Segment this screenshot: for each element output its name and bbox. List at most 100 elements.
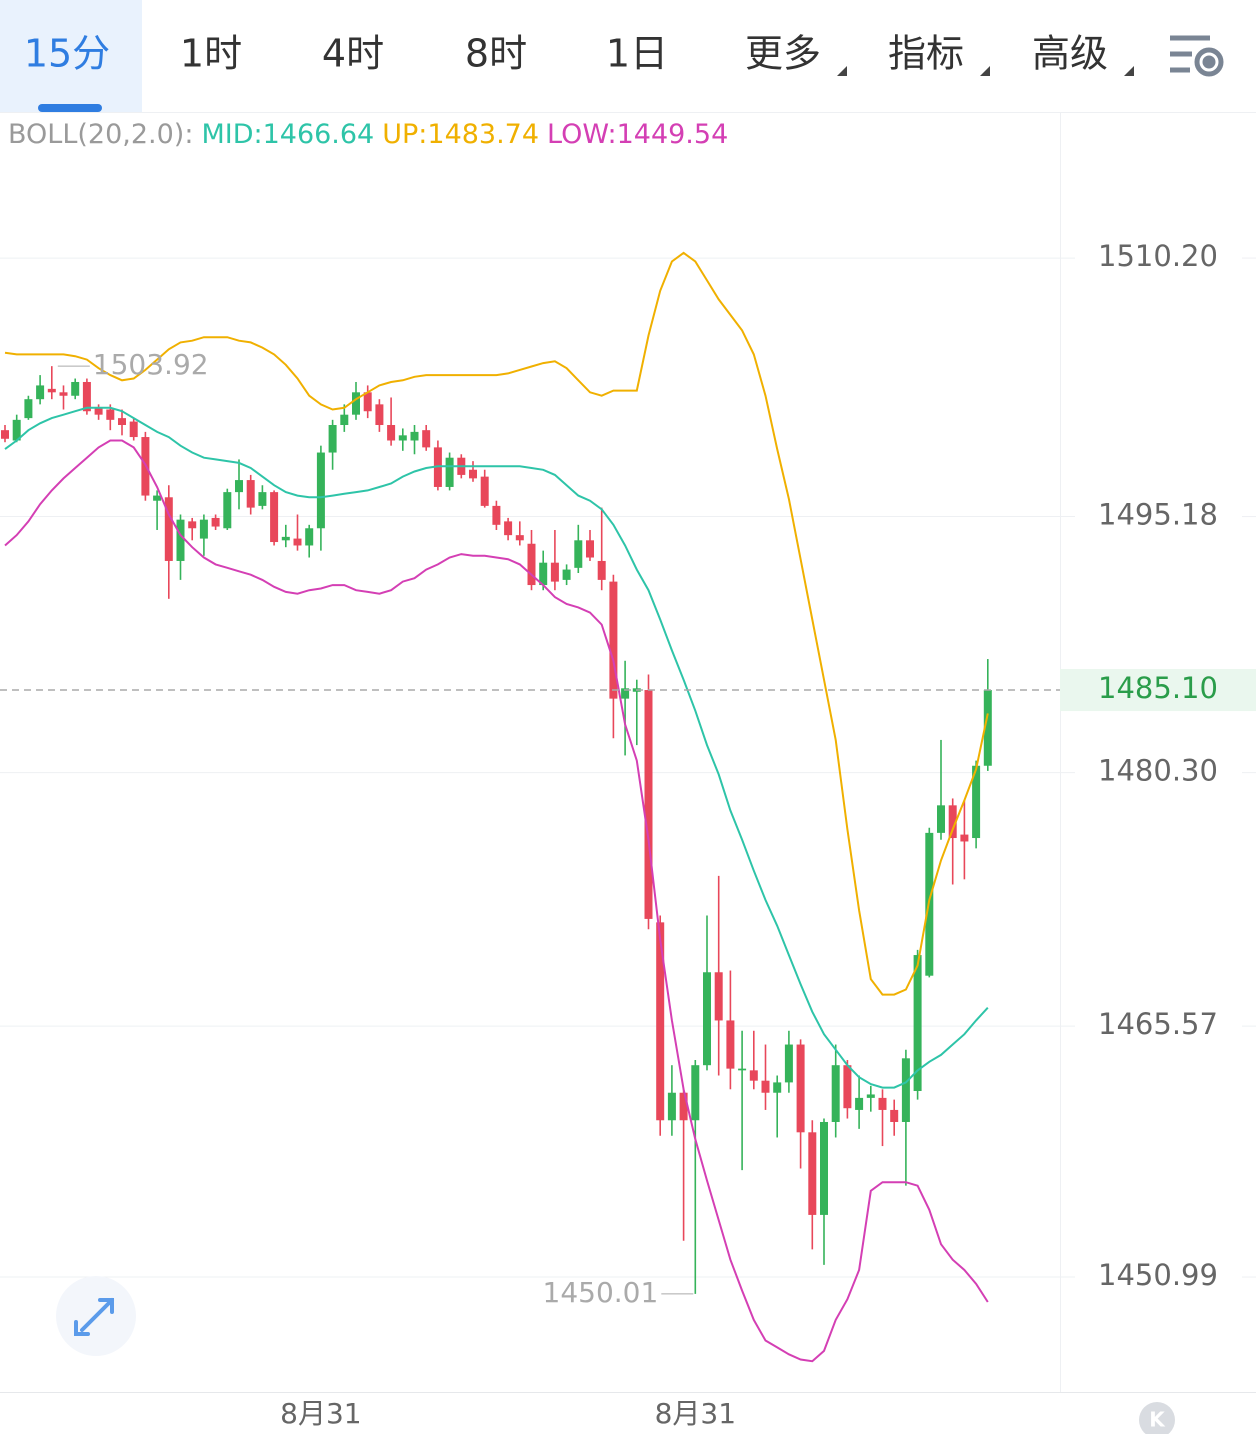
candle <box>211 514 220 530</box>
candle <box>398 428 407 451</box>
candle <box>258 485 267 510</box>
candle <box>656 915 665 1136</box>
candle <box>586 529 594 561</box>
candle <box>293 514 302 551</box>
tab[interactable]: 4时 <box>322 32 384 76</box>
candle-body <box>960 834 969 842</box>
candle-body <box>422 430 431 448</box>
icon-gear-center <box>1202 55 1216 69</box>
last-price-label: 1485.10 <box>1098 671 1218 705</box>
candle <box>820 1118 828 1265</box>
candle <box>422 425 431 451</box>
candle-body <box>480 476 489 506</box>
candle <box>199 514 208 556</box>
k-button[interactable]: K <box>1139 1402 1175 1438</box>
candle-body <box>550 562 559 582</box>
candle-body <box>316 452 325 529</box>
tab[interactable]: 更多 <box>745 32 847 77</box>
icon-gear <box>1194 47 1224 77</box>
candle-body <box>375 404 384 426</box>
candle-body <box>223 492 232 529</box>
candle-body <box>749 1070 758 1081</box>
candle-body <box>129 421 138 438</box>
candle <box>270 490 279 546</box>
candle-body <box>901 1058 910 1122</box>
candle <box>539 550 548 591</box>
candle <box>597 507 606 591</box>
candle <box>714 875 723 1076</box>
candle-body <box>469 469 477 479</box>
candle <box>562 564 571 586</box>
expand-button[interactable] <box>56 1276 136 1356</box>
candle-body <box>305 528 314 546</box>
candle-body <box>948 805 957 839</box>
candle <box>550 529 559 591</box>
tab[interactable]: 15分 <box>0 0 142 112</box>
tab[interactable]: 8时 <box>465 32 527 76</box>
candle <box>773 1075 782 1138</box>
candle <box>937 739 945 840</box>
last-price-box <box>1060 669 1256 712</box>
tab-label: 高级 <box>1032 32 1108 76</box>
candle-body <box>504 521 513 536</box>
candle <box>948 798 957 885</box>
candle <box>515 521 524 546</box>
tab[interactable]: 指标 <box>888 32 990 77</box>
dropdown-caret <box>1124 66 1134 76</box>
tab-bar: 15分 1时 4时 8时 1日 更多 指标 高级 <box>0 0 1134 112</box>
candle-body <box>246 480 255 508</box>
candle <box>574 524 583 574</box>
tab[interactable]: 1日 <box>606 32 668 76</box>
candle-body <box>761 1080 770 1093</box>
candle-body <box>539 562 548 586</box>
candle-body <box>270 492 279 543</box>
candle-body <box>855 1097 864 1110</box>
candle <box>609 574 618 739</box>
candle <box>36 375 45 405</box>
legend-entry: UP:1483.74 <box>382 119 539 150</box>
candle <box>188 517 197 541</box>
tab-label: 指标 <box>888 32 964 76</box>
candle-body <box>784 1044 793 1083</box>
candle <box>246 474 255 515</box>
candle <box>340 404 349 432</box>
candle-body <box>293 538 302 546</box>
legend-entry: MID:1466.64 <box>201 119 374 150</box>
candle-body <box>199 519 208 539</box>
candle-body <box>843 1065 852 1109</box>
settings-icon[interactable] <box>1170 35 1224 77</box>
candle <box>855 1075 864 1129</box>
candle-body <box>726 1020 735 1069</box>
candle-body <box>387 425 396 441</box>
candle-body <box>106 409 115 420</box>
candle-body <box>621 688 630 699</box>
candle-body <box>913 955 922 1092</box>
candle <box>843 1060 852 1119</box>
x-tick-label: 8月31 <box>655 1397 736 1430</box>
candle-body <box>176 519 185 561</box>
tab-label: 更多 <box>745 32 821 76</box>
candle-body <box>82 381 91 412</box>
candle-body <box>586 540 594 558</box>
candle-body <box>398 435 407 441</box>
candle <box>749 1030 758 1090</box>
candle <box>469 461 477 482</box>
tab[interactable]: 高级 <box>1032 32 1134 77</box>
candle <box>375 399 384 432</box>
candle <box>890 1099 899 1136</box>
candle-body <box>773 1082 782 1093</box>
candle-body <box>340 414 349 426</box>
candle-body <box>831 1065 840 1122</box>
dropdown-caret <box>980 66 990 76</box>
candle <box>12 414 21 443</box>
candle-body <box>492 505 501 525</box>
candle <box>808 1120 817 1250</box>
candle <box>878 1089 887 1147</box>
candle-body <box>71 381 80 396</box>
candle <box>831 1044 840 1138</box>
candle <box>59 385 68 410</box>
candle <box>387 397 396 446</box>
tab[interactable]: 1时 <box>180 32 242 76</box>
icon-arrow <box>98 1298 114 1314</box>
